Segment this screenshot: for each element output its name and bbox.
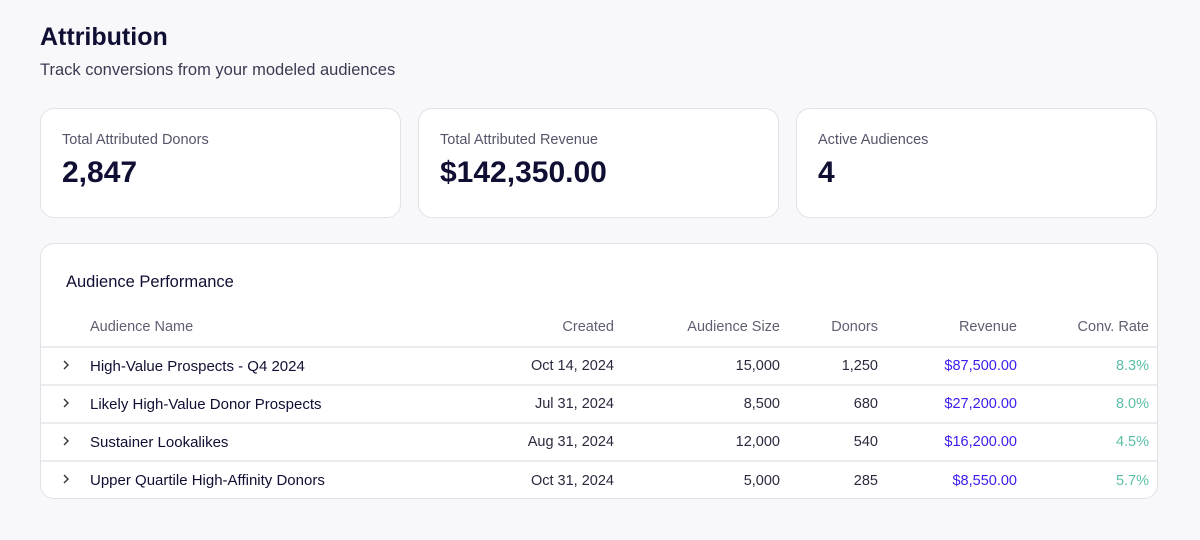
chevron-right-icon[interactable]	[41, 422, 90, 461]
table-row[interactable]: Likely High-Value Donor Prospects Jul 31…	[41, 384, 1157, 423]
audience-size: 8,500	[614, 384, 780, 423]
table-title: Audience Performance	[66, 273, 234, 291]
audience-name[interactable]: High-Value Prospects - Q4 2024	[90, 346, 474, 385]
column-header-created[interactable]: Created	[562, 319, 614, 335]
created-date: Jul 31, 2024	[474, 384, 614, 423]
column-header-conv-rate[interactable]: Conv. Rate	[1077, 319, 1149, 335]
stat-card-donors: Total Attributed Donors 2,847	[40, 108, 401, 218]
stat-card-audiences: Active Audiences 4	[796, 108, 1157, 218]
column-header-name[interactable]: Audience Name	[90, 319, 194, 335]
table-header-row: Audience Name Created Audience Size Dono…	[41, 308, 1157, 347]
audience-name[interactable]: Sustainer Lookalikes	[90, 422, 474, 461]
column-header-size[interactable]: Audience Size	[687, 319, 780, 335]
stat-card-revenue: Total Attributed Revenue $142,350.00	[418, 108, 779, 218]
page-title: Attribution	[40, 23, 168, 51]
revenue-value: $87,500.00	[878, 346, 1017, 385]
revenue-value: $16,200.00	[878, 422, 1017, 461]
page-subtitle: Track conversions from your modeled audi…	[40, 61, 396, 79]
donors-count: 1,250	[780, 346, 878, 385]
audience-performance-card: Audience Performance Audience Name Creat…	[40, 243, 1158, 499]
chevron-right-icon[interactable]	[41, 346, 90, 385]
created-date: Oct 14, 2024	[474, 346, 614, 385]
conv-rate-value: 8.3%	[1017, 346, 1157, 385]
donors-count: 285	[780, 460, 878, 498]
audience-name[interactable]: Upper Quartile High-Affinity Donors	[90, 460, 474, 498]
conv-rate-value: 4.5%	[1017, 422, 1157, 461]
revenue-value: $8,550.00	[878, 460, 1017, 498]
stat-value: $142,350.00	[440, 156, 607, 189]
audience-size: 5,000	[614, 460, 780, 498]
column-header-revenue[interactable]: Revenue	[958, 319, 1017, 335]
revenue-value: $27,200.00	[878, 384, 1017, 423]
audience-size: 12,000	[614, 422, 780, 461]
stat-label: Total Attributed Donors	[62, 132, 209, 148]
stat-label: Total Attributed Revenue	[440, 132, 598, 148]
conv-rate-value: 5.7%	[1017, 460, 1157, 498]
stat-value: 4	[818, 156, 835, 189]
created-date: Aug 31, 2024	[474, 422, 614, 461]
conv-rate-value: 8.0%	[1017, 384, 1157, 423]
donors-count: 540	[780, 422, 878, 461]
table-row[interactable]: Upper Quartile High-Affinity Donors Oct …	[41, 460, 1157, 498]
created-date: Oct 31, 2024	[474, 460, 614, 498]
table-row[interactable]: Sustainer Lookalikes Aug 31, 2024 12,000…	[41, 422, 1157, 461]
audience-table: Audience Name Created Audience Size Dono…	[41, 308, 1157, 498]
chevron-right-icon[interactable]	[41, 384, 90, 423]
audience-size: 15,000	[614, 346, 780, 385]
audience-name[interactable]: Likely High-Value Donor Prospects	[90, 384, 474, 423]
donors-count: 680	[780, 384, 878, 423]
table-row[interactable]: High-Value Prospects - Q4 2024 Oct 14, 2…	[41, 346, 1157, 385]
column-header-donors[interactable]: Donors	[831, 319, 878, 335]
chevron-right-icon[interactable]	[41, 460, 90, 498]
stat-label: Active Audiences	[818, 132, 929, 148]
stat-value: 2,847	[62, 156, 138, 189]
